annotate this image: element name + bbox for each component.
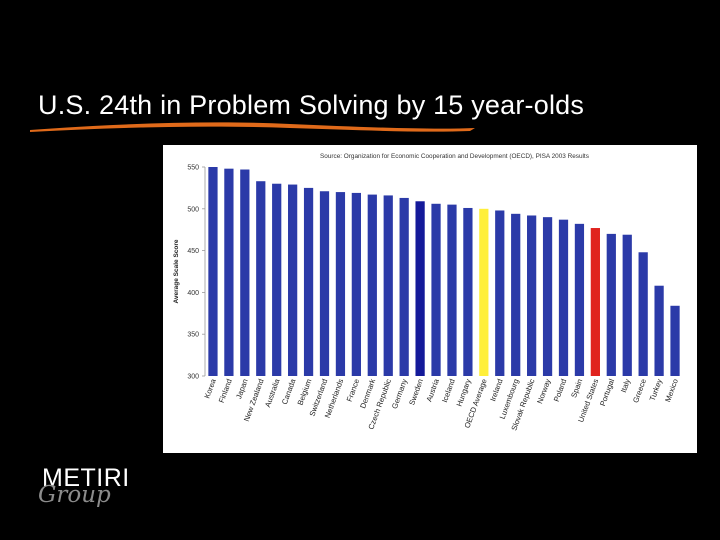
y-tick-label: 400 <box>187 290 199 297</box>
y-axis: 550 500 450 400 350 300 <box>187 165 206 381</box>
bar-france <box>351 192 361 376</box>
bar-netherlands <box>335 192 346 376</box>
x-tick-label: Sweden <box>407 378 425 407</box>
x-tick-label: Greece <box>631 378 648 404</box>
bar-spain <box>574 223 585 376</box>
bar-luxembourg <box>511 213 521 376</box>
bars <box>208 167 680 376</box>
bar-italy <box>622 234 632 376</box>
y-tick-label: 500 <box>187 206 199 213</box>
bar-germany <box>399 197 409 376</box>
title-underline-swoosh <box>30 122 475 132</box>
bar-czech-republic <box>383 195 393 376</box>
chart-panel: Source: Organization for Economic Cooper… <box>163 145 697 453</box>
x-tick-label: Mexico <box>663 378 680 404</box>
x-tick-label: Austria <box>424 377 441 403</box>
bar-oecd-average <box>479 208 489 376</box>
logo-text-group: Group <box>38 482 111 508</box>
bar-new-zealand <box>256 181 266 376</box>
x-tick-label: Turkey <box>648 377 664 402</box>
bar-ireland <box>495 210 505 376</box>
x-tick-label: Norway <box>535 377 552 404</box>
y-tick-label: 350 <box>187 332 199 339</box>
bar-canada <box>288 184 298 376</box>
x-tick-label: Portugal <box>598 377 616 407</box>
y-axis-label: Average Scale Score <box>173 239 180 303</box>
x-tick-label: Finland <box>217 378 234 404</box>
x-tick-label: Korea <box>202 377 218 400</box>
slide-title: U.S. 24th in Problem Solving by 15 year-… <box>38 90 585 120</box>
bar-iceland <box>447 204 457 376</box>
x-tick-label: Japan <box>234 378 250 401</box>
metiri-group-logo: METIRI Group <box>36 462 146 518</box>
bar-hungary <box>463 207 473 376</box>
bar-turkey <box>654 285 664 376</box>
bar-portugal <box>606 233 616 376</box>
bar-australia <box>272 183 282 376</box>
y-tick-label: 300 <box>187 374 199 381</box>
bar-poland <box>558 219 569 376</box>
y-tick-label: 450 <box>187 248 199 255</box>
bar-finland <box>224 168 234 376</box>
x-tick-label: Spain <box>569 378 584 399</box>
x-tick-label: Poland <box>552 378 569 403</box>
x-tick-label: Iceland <box>440 378 457 404</box>
x-tick-label: France <box>345 378 362 403</box>
bar-denmark <box>367 194 377 376</box>
bar-mexico <box>670 305 680 376</box>
bar-austria <box>431 203 441 376</box>
bar-korea <box>208 167 218 376</box>
bar-sweden <box>415 201 425 376</box>
bar-norway <box>542 217 553 376</box>
x-tick-label: Canada <box>280 377 298 406</box>
x-tick-label: Germany <box>390 377 409 410</box>
logo-text-metiri: METIRI <box>42 464 130 492</box>
x-tick-label: Australia <box>263 377 282 409</box>
bar-united-states <box>590 228 600 376</box>
x-tick-label: Ireland <box>488 378 504 403</box>
chart-source-title: Source: Organization for Economic Cooper… <box>320 153 589 160</box>
bar-japan <box>240 169 250 376</box>
bar-belgium <box>303 187 314 376</box>
bar-slovak-republic <box>527 215 537 376</box>
bar-greece <box>638 252 648 376</box>
x-tick-label: Italy <box>619 377 632 393</box>
y-tick-label: 550 <box>187 165 199 172</box>
bar-switzerland <box>319 191 330 376</box>
bar-chart: Source: Organization for Economic Cooper… <box>173 153 680 432</box>
x-tick-label: Belgium <box>296 378 314 407</box>
